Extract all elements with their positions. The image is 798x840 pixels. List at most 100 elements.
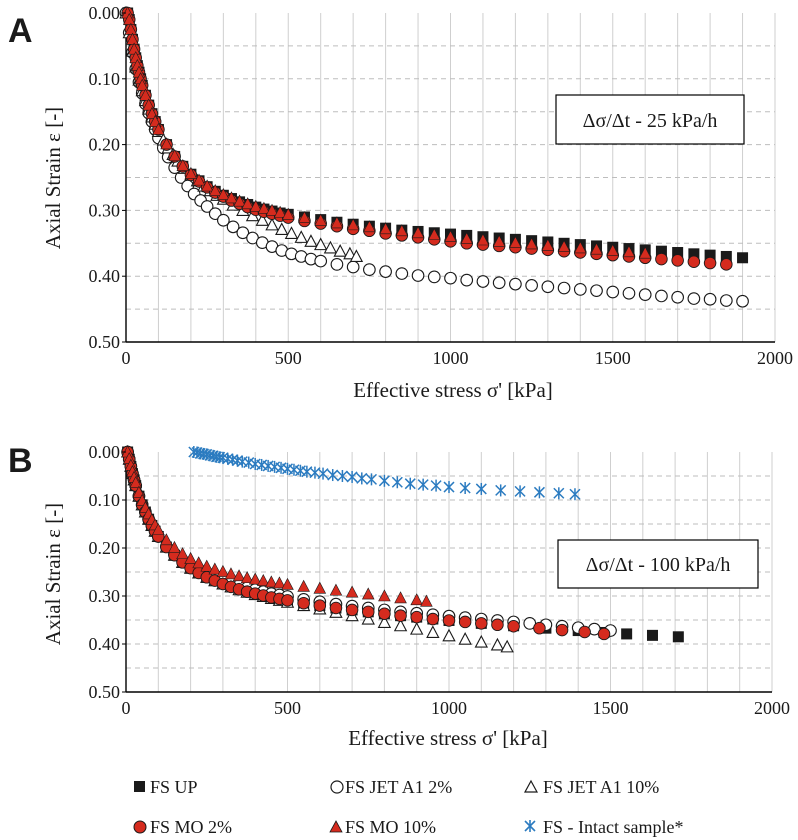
panel-b-y-tick-label: 0.30 — [89, 586, 121, 606]
panel-a-point-fs-jet-a1-2 — [622, 286, 636, 300]
panel-b-point-fs-jet-a1-10 — [426, 625, 440, 639]
panel-b-annotation: Δσ/Δt - 100 kPa/h — [586, 554, 731, 576]
panel-a-point-fs-jet-a1-2 — [541, 280, 555, 294]
panel-b-point-fs-mo-10 — [420, 594, 433, 607]
panel-a-point-fs-mo-10 — [122, 12, 136, 25]
legend-label-fs-intact: FS - Intact sample* — [543, 817, 683, 837]
panel-b-point-fs-intact-sample — [553, 487, 565, 500]
panel-b-point-fs-mo-10 — [410, 593, 423, 606]
panel-b-point-fs-mo-10 — [361, 587, 375, 600]
panel-a-point-fs-jet-a1-2 — [703, 292, 717, 306]
panel-b-annotation-box — [557, 539, 759, 589]
panel-a-point-fs-jet-a1-10 — [323, 240, 338, 254]
panel-b-y-tick-label: 0.20 — [89, 538, 121, 558]
panel-a-point-fs-jet-a1-2 — [476, 275, 490, 288]
legend-item-fs-intact: FS - Intact sample* — [524, 817, 683, 837]
panel-b-point-fs-mo-10 — [216, 564, 230, 577]
panel-b-point-fs-intact-sample — [417, 478, 429, 491]
panel-a-point-fs-mo-10 — [541, 238, 555, 251]
panel-a-point-fs-mo-10 — [363, 220, 376, 233]
panel-a-point-fs-mo-2 — [703, 256, 717, 270]
panel-letter-a: A — [8, 12, 33, 50]
panel-a-point-fs-jet-a1-2 — [330, 258, 344, 271]
panel-b-point-fs-mo-2 — [491, 618, 504, 632]
panel-b-point-fs-mo-2 — [475, 617, 488, 630]
panel-b-point-fs-jet-a1-10 — [361, 611, 375, 625]
panel-b-point-fs-mo-2 — [507, 619, 520, 633]
panel-a-point-fs-up — [655, 245, 667, 257]
panel-b-point-fs-mo-2 — [458, 615, 472, 629]
panel-b-series-fs-mo-10 — [121, 445, 433, 607]
panel-a-point-fs-mo-10 — [184, 166, 198, 179]
panel-b-point-fs-intact-sample — [533, 486, 545, 499]
legend-marker-circle-open-icon — [330, 780, 344, 794]
panel-b-point-fs-mo-2 — [426, 612, 440, 626]
panel-b-point-fs-mo-2 — [345, 603, 359, 617]
panel-a-point-fs-jet-a1-2 — [427, 270, 441, 284]
panel-b-point-fs-mo-10 — [248, 572, 262, 585]
panel-a-point-fs-mo-2 — [687, 255, 701, 268]
panel-a-point-fs-jet-a1-2 — [719, 294, 733, 307]
panel-a-point-fs-mo-10 — [525, 237, 538, 250]
legend-marker-square-icon — [134, 781, 145, 792]
panel-b-point-fs-intact-sample — [336, 470, 348, 482]
panel-b-point-fs-mo-2 — [555, 623, 569, 637]
panel-b-ylabel: Axial Strain ε [-] — [41, 503, 65, 645]
panel-a-point-fs-jet-a1-10 — [313, 237, 328, 251]
legend-marker-circle-red-icon — [133, 820, 147, 834]
panel-a-point-fs-mo-2 — [671, 254, 684, 267]
panel-a-x-tick-label: 1500 — [595, 348, 631, 368]
panel-b-point-fs-mo-10 — [313, 581, 327, 594]
panel-b-point-fs-mo-10 — [265, 575, 278, 588]
panel-b-x-tick-label: 2000 — [754, 698, 790, 718]
panel-b-point-fs-jet-a1-10 — [409, 621, 424, 635]
panel-a-point-fs-jet-a1-2 — [217, 213, 230, 227]
panel-a: A 0.00 0.10 0.20 0.30 0.40 0.500 500 1000 1500 20… — [8, 3, 793, 402]
panel-b-x-tick-label: 1500 — [593, 698, 629, 718]
panel-a-point-fs-jet-a1-2 — [736, 294, 749, 308]
panel-a-y-tick-label: 0.40 — [89, 266, 121, 286]
panel-a-point-fs-jet-a1-10 — [333, 244, 347, 257]
panel-a-point-fs-jet-a1-2 — [208, 207, 222, 221]
panel-a-point-fs-mo-10 — [606, 243, 620, 256]
panel-a-point-fs-jet-a1-2 — [314, 254, 328, 268]
panel-a-point-fs-jet-a1-2 — [573, 283, 587, 296]
panel-b-x-tick-label: 500 — [274, 698, 301, 718]
panel-b-point-fs-mo-2 — [533, 621, 546, 635]
panel-a-point-fs-mo-10 — [192, 173, 206, 186]
panel-a-point-fs-up — [688, 248, 700, 260]
panel-a-point-fs-jet-a1-2 — [606, 285, 620, 299]
legend-label-fs-up: FS UP — [150, 777, 198, 797]
panel-b-point-fs-mo-2 — [362, 605, 375, 619]
panel-a-x-tick-label: 500 — [275, 348, 302, 368]
panel-a-point-fs-mo-2 — [720, 258, 733, 271]
panel-b-point-fs-jet-a1-10 — [393, 618, 408, 632]
legend-item-fs-mo-10: FS MO 10% — [329, 817, 436, 837]
panel-a-annotation-box — [555, 94, 745, 145]
panel-b-point-fs-up — [621, 628, 633, 640]
panel-a-point-fs-mo-10 — [200, 179, 214, 192]
legend-marker-star-blue-icon — [524, 820, 536, 832]
legend-marker-triangle-red-icon — [329, 820, 343, 833]
panel-a-y-tick-label: 0.30 — [89, 200, 121, 220]
panel-b-point-fs-intact-sample — [243, 456, 255, 469]
panel-a-point-fs-jet-a1-2 — [492, 276, 506, 290]
panel-a-point-fs-mo-10 — [622, 245, 636, 258]
panel-a-point-fs-mo-10 — [241, 197, 254, 210]
panel-b-point-fs-mo-10 — [394, 591, 407, 604]
panel-b-point-fs-intact-sample — [514, 485, 526, 498]
legend-item-fs-mo-2: FS MO 2% — [133, 817, 232, 837]
panel-a-x-tick-label: 2000 — [757, 348, 793, 368]
panel-b-point-fs-intact-sample — [391, 476, 403, 489]
panel-a-point-fs-jet-a1-10 — [265, 217, 279, 231]
panel-b-point-fs-mo-10 — [281, 577, 294, 590]
panel-b-point-fs-intact-sample — [430, 479, 442, 492]
panel-a-xlabel: Effective stress σ' [kPa] — [353, 378, 553, 402]
panel-b-point-fs-intact-sample — [404, 477, 416, 490]
panel-a-point-fs-jet-a1-10 — [304, 234, 318, 247]
panel-b-point-fs-mo-2 — [442, 614, 456, 627]
panel-a-ticks: 0.00 0.10 0.20 0.30 0.40 0.500 500 1000 1500 2000 — [89, 3, 794, 368]
panel-a-point-fs-mo-10 — [160, 137, 173, 150]
panel-b-point-fs-jet-a1-10 — [474, 634, 489, 648]
panel-b-point-fs-intact-sample — [443, 481, 455, 494]
